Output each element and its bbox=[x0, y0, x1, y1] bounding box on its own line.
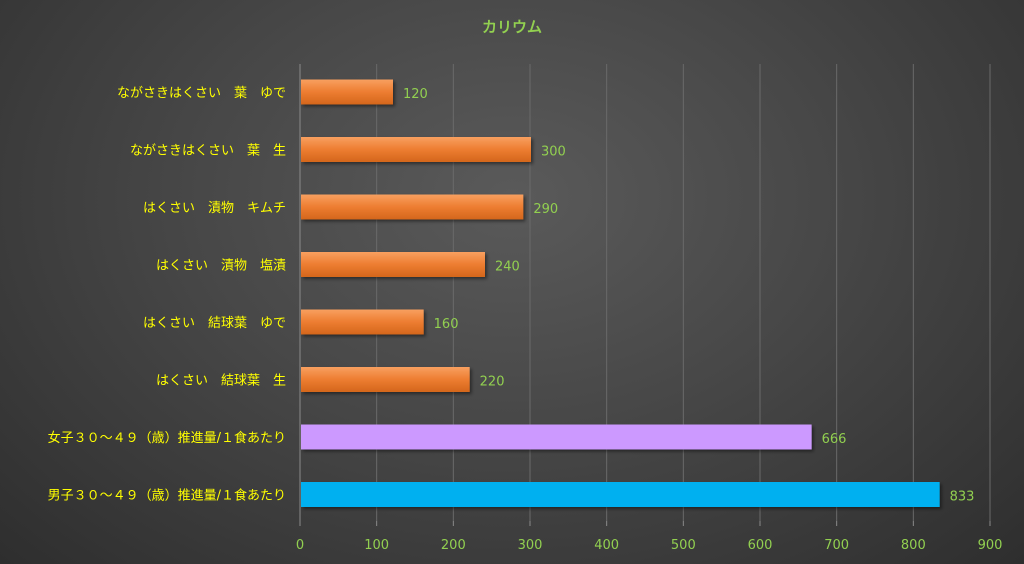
data-label: 666 bbox=[822, 432, 847, 447]
bars bbox=[301, 79, 940, 507]
x-tick-label: 900 bbox=[978, 538, 1003, 553]
bar bbox=[301, 137, 531, 162]
category-label: 女子３０～４９（歳）推進量/１食あたり bbox=[48, 430, 286, 446]
x-tick-label: 200 bbox=[441, 538, 466, 553]
bar bbox=[301, 309, 424, 335]
data-label: 160 bbox=[434, 317, 459, 332]
data-label: 833 bbox=[950, 490, 975, 505]
category-label: はくさい 結球葉 ゆで bbox=[143, 316, 286, 331]
bar bbox=[301, 79, 393, 105]
x-tick-label: 500 bbox=[671, 538, 696, 553]
x-tick-label: 0 bbox=[296, 538, 304, 553]
x-tick-label: 400 bbox=[594, 538, 619, 553]
x-tick-label: 600 bbox=[748, 538, 773, 553]
bar bbox=[301, 424, 812, 450]
chart-title: カリウム bbox=[482, 18, 542, 36]
data-label: 290 bbox=[533, 202, 558, 217]
data-label: 300 bbox=[541, 145, 566, 160]
category-label: はくさい 結球葉 生 bbox=[156, 374, 286, 389]
category-label: ながさきはくさい 葉 生 bbox=[130, 144, 286, 159]
x-tick-label: 700 bbox=[824, 538, 849, 553]
bar bbox=[301, 482, 940, 507]
data-label: 240 bbox=[495, 260, 520, 275]
category-label: ながさきはくさい 葉 ゆで bbox=[117, 86, 286, 101]
axes: 0 100 200 300 400 500 600 700 800 900 bbox=[296, 64, 1003, 553]
x-tick-label: 300 bbox=[518, 538, 543, 553]
data-label: 120 bbox=[403, 87, 428, 102]
category-label: 男子３０～４９（歳）推進量/１食あたり bbox=[48, 488, 286, 504]
gridlines bbox=[376, 64, 991, 521]
category-label: はくさい 漬物 塩漬 bbox=[156, 259, 286, 274]
bar bbox=[301, 367, 470, 392]
x-tick-label: 800 bbox=[901, 538, 926, 553]
category-label: はくさい 漬物 キムチ bbox=[143, 201, 286, 216]
labels: ながさきはくさい 葉 ゆで 120 ながさきはくさい 葉 生 300 はくさい 漬物 キ… bbox=[48, 86, 975, 505]
data-label: 220 bbox=[480, 375, 505, 390]
x-tick-label: 100 bbox=[364, 538, 389, 553]
bar bbox=[301, 252, 485, 277]
bar bbox=[301, 194, 524, 220]
